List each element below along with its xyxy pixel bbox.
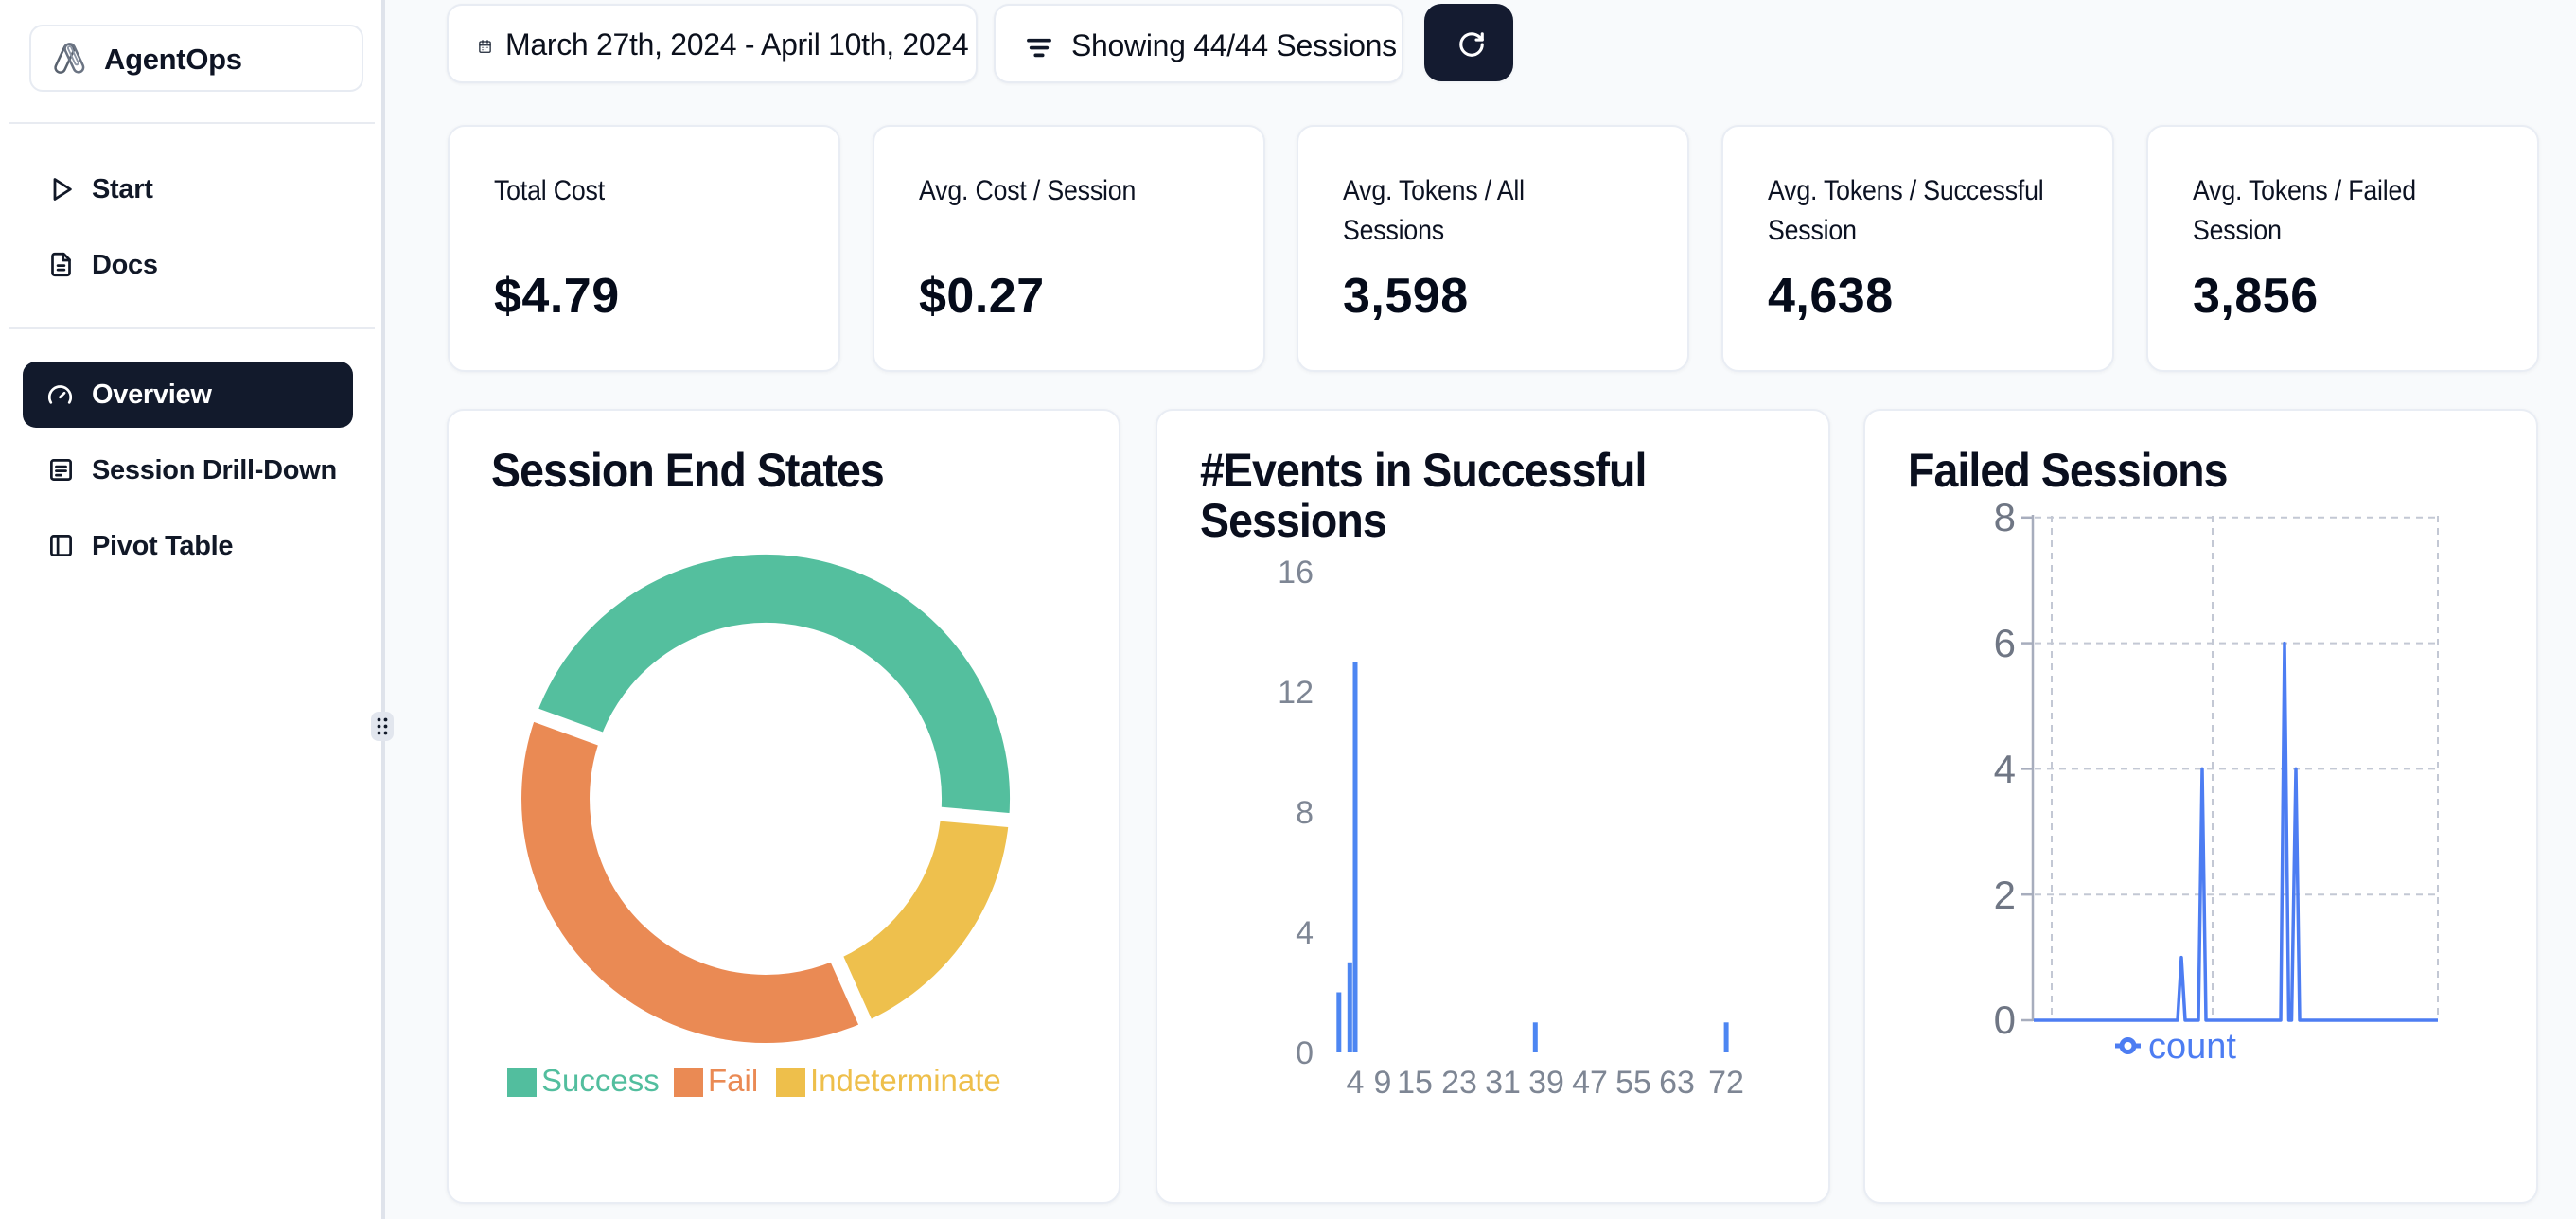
svg-text:31: 31	[1485, 1065, 1521, 1101]
svg-text:6: 6	[1994, 621, 2016, 665]
svg-text:0: 0	[1994, 998, 2016, 1042]
svg-text:23: 23	[1441, 1065, 1477, 1101]
svg-text:0: 0	[1296, 1035, 1314, 1071]
svg-text:count: count	[2148, 1027, 2236, 1067]
svg-text:12: 12	[1278, 675, 1314, 711]
svg-text:Fail: Fail	[708, 1063, 758, 1098]
svg-text:2: 2	[1994, 873, 2016, 917]
svg-text:8: 8	[1994, 495, 2016, 539]
svg-text:55: 55	[1615, 1065, 1651, 1101]
svg-text:4: 4	[1994, 747, 2016, 791]
svg-text:47: 47	[1572, 1065, 1608, 1101]
svg-text:72: 72	[1708, 1065, 1744, 1101]
svg-text:Success: Success	[541, 1063, 660, 1098]
svg-text:15: 15	[1397, 1065, 1433, 1101]
svg-text:8: 8	[1296, 795, 1314, 831]
svg-text:63: 63	[1659, 1065, 1695, 1101]
svg-text:Indeterminate: Indeterminate	[810, 1063, 1001, 1098]
svg-text:4: 4	[1296, 915, 1314, 951]
svg-text:4: 4	[1347, 1065, 1365, 1101]
svg-text:16: 16	[1278, 555, 1314, 591]
svg-text:9: 9	[1374, 1065, 1392, 1101]
svg-text:39: 39	[1528, 1065, 1564, 1101]
